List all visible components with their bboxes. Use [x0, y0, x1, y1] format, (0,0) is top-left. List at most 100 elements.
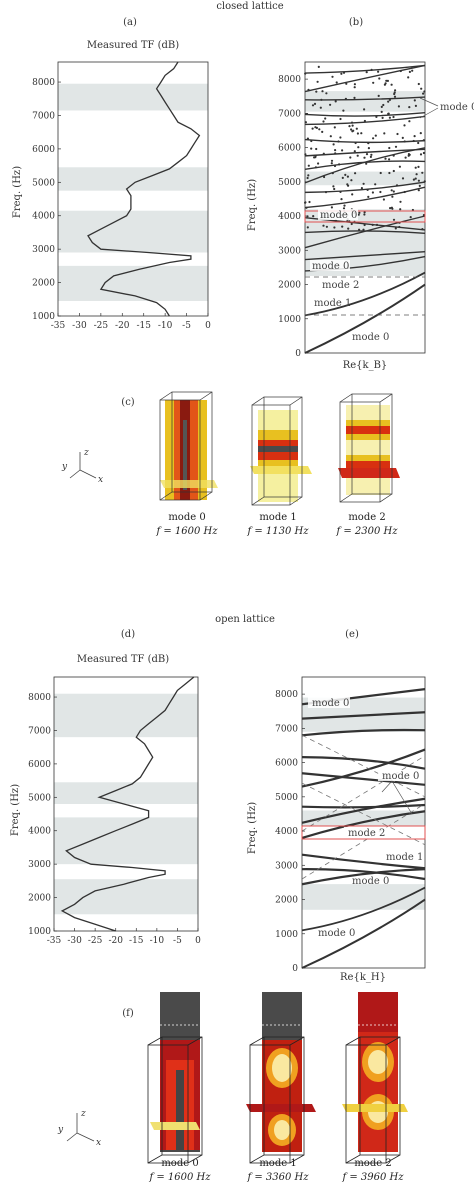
y-tick-label: 2000 [32, 279, 55, 289]
header-closed-lattice: closed lattice [216, 1, 283, 12]
mode-pointer [419, 97, 439, 119]
dispersion-point [403, 140, 406, 143]
dispersion-point [332, 143, 335, 146]
dispersion-branch [304, 283, 426, 354]
y-tick-label: 3000 [32, 245, 55, 255]
chart-b: Freq. (Hz) 0 1000 2000 3000 4000 5000 6000 7000… [247, 61, 474, 371]
dispersion-point [339, 136, 342, 139]
y-tick-label: 1000 [278, 315, 301, 325]
dispersion-point [335, 81, 338, 84]
dispersion-point [369, 155, 372, 158]
dashed-line [301, 803, 426, 880]
svg-text:z: z [83, 448, 89, 458]
dispersion-point [415, 173, 418, 176]
dispersion-point [332, 185, 335, 188]
dispersion-point [414, 177, 417, 180]
dispersion-point [365, 153, 369, 156]
dispersion-point [315, 90, 318, 93]
y-tick-label: 4000 [278, 212, 301, 222]
dispersion-point [334, 100, 337, 103]
mode0-block-open [147, 992, 203, 1164]
dispersion-point [421, 228, 424, 231]
y-tick-label: 4000 [32, 212, 55, 222]
dispersion-branch [301, 886, 426, 932]
dispersion-point [346, 175, 349, 178]
dispersion-point [333, 187, 336, 191]
svg-text:y: y [57, 1125, 64, 1135]
dispersion-point [307, 164, 310, 167]
x-tick-label: -5 [182, 321, 191, 331]
mode-label: mode 0 [382, 771, 419, 782]
dispersion-branch [304, 230, 426, 234]
dispersion-point [304, 121, 307, 124]
caption-freq: f = 3960 Hz [341, 1172, 404, 1183]
dispersion-branch [304, 96, 426, 101]
dispersion-point [360, 187, 363, 190]
dispersion-point [351, 193, 354, 196]
dispersion-point [422, 151, 425, 155]
dispersion-point [407, 154, 410, 157]
dispersion-point [344, 97, 347, 100]
dispersion-point [370, 68, 373, 71]
dispersion-branch [304, 64, 426, 74]
y-tick-label: 1000 [28, 927, 51, 937]
dispersion-point [399, 200, 402, 203]
dispersion-point [383, 83, 386, 86]
x-tick-label: -5 [173, 936, 182, 946]
dispersion-point [319, 106, 322, 109]
dispersion-point [412, 178, 415, 181]
x-tick-label: -10 [150, 936, 165, 946]
dispersion-point [419, 132, 422, 135]
x-tick-label: -25 [88, 936, 103, 946]
dispersion-point [375, 223, 379, 226]
dispersion-point [331, 172, 334, 175]
stop-band [305, 171, 425, 186]
y-tick-label: 3000 [275, 861, 298, 871]
dispersion-branch [301, 868, 426, 886]
dispersion-point [388, 146, 391, 150]
y-tick-label: 1000 [275, 930, 298, 940]
dispersion-point [354, 141, 357, 145]
chart-e-highlight-band [301, 825, 426, 840]
mode2-block-open [342, 992, 408, 1164]
dispersion-point [325, 92, 328, 95]
y-tick-label: 7000 [28, 726, 51, 736]
dispersion-point [337, 140, 340, 143]
mode-label: mode 0 [320, 210, 357, 221]
chart-e-xlabel: Re{k_H} [340, 972, 386, 983]
axis-triad: z x y [57, 1109, 101, 1148]
dispersion-point [355, 127, 358, 130]
dashed-line [301, 734, 426, 798]
dispersion-point [321, 90, 324, 93]
dispersion-point [370, 153, 373, 156]
mode-label: mode 0 [312, 698, 349, 709]
dispersion-point [367, 147, 370, 150]
dispersion-branch [304, 138, 426, 144]
caption-mode: mode 0 [161, 1158, 198, 1169]
dispersion-point [419, 153, 423, 156]
chart-d-ylabel: Freq. (Hz) [10, 784, 21, 836]
dispersion-point [331, 75, 334, 78]
dispersion-point [356, 132, 359, 135]
x-tick-label: -20 [115, 321, 130, 331]
y-tick-label: 5000 [32, 178, 55, 188]
dispersion-point [317, 162, 320, 165]
dispersion-point [314, 156, 317, 159]
dispersion-point [321, 130, 324, 133]
dispersion-point [390, 83, 393, 86]
caption-mode: mode 1 [259, 512, 296, 523]
dispersion-point [306, 176, 309, 180]
tf-curve [87, 61, 201, 317]
mode-label: mode 0 [352, 332, 389, 343]
dispersion-point [417, 165, 420, 168]
dispersion-point [413, 135, 416, 138]
dispersion-point [380, 105, 383, 108]
x-tick-label: -30 [67, 936, 82, 946]
dispersion-point [362, 228, 365, 231]
y-tick-label: 8000 [275, 690, 298, 700]
mode-label: mode 1 [314, 298, 351, 309]
y-tick-label: 0 [295, 349, 301, 359]
dispersion-point [389, 207, 392, 210]
x-tick-label: -20 [108, 936, 123, 946]
